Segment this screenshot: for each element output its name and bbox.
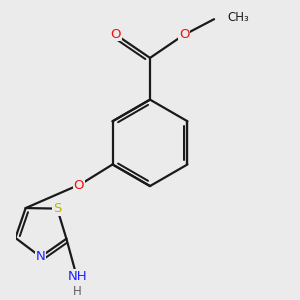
Text: O: O — [110, 28, 121, 40]
Text: S: S — [53, 202, 61, 215]
Text: H: H — [74, 285, 82, 298]
Text: CH₃: CH₃ — [227, 11, 249, 24]
Text: O: O — [74, 179, 84, 192]
Text: O: O — [179, 28, 190, 40]
Text: N: N — [36, 250, 46, 263]
Text: NH: NH — [68, 269, 88, 283]
